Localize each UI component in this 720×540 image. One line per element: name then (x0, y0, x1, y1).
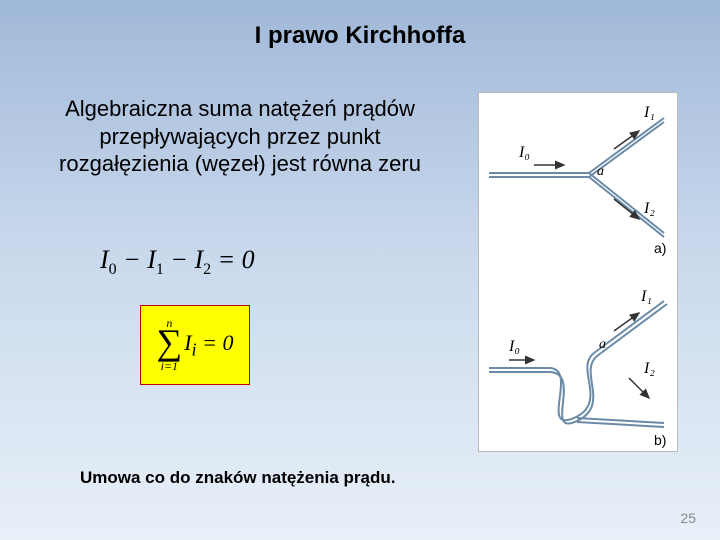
page-number: 25 (680, 510, 696, 526)
panel-b-I0-label: I₀ (508, 338, 520, 355)
eq1-minus2: − (164, 245, 195, 274)
panel-a-I0-label: I₀ (518, 144, 530, 161)
sign-convention-note: Umowa co do znaków natężenia prądu. (80, 468, 396, 488)
panel-a-node-label: a (597, 164, 604, 179)
eq1-minus1: − (117, 245, 148, 274)
law-description: Algebraiczna suma natężeń prądów przepły… (55, 95, 425, 178)
panel-b-I2-label: I₂ (643, 360, 655, 377)
slide-title: I prawo Kirchhoffa (0, 0, 720, 50)
eq2-rhs: = 0 (197, 330, 234, 355)
eq1-I1-sub: 1 (156, 261, 164, 278)
eq1-I0-var: I (100, 245, 109, 274)
diagram-svg: I₀ I₁ I₂ a a) I₀ I₁ I₂ a (479, 93, 679, 453)
equation-kirchhoff-expanded: I0 − I1 − I2 = 0 (100, 245, 255, 279)
panel-b-I1-label: I₁ (640, 288, 652, 305)
sigma-upper: n (166, 316, 172, 331)
eq1-I0-sub: 0 (109, 261, 117, 278)
eq1-I2-var: I (194, 245, 203, 274)
panel-b-caption: b) (654, 432, 666, 448)
panel-b: I₀ I₁ I₂ a b) (489, 288, 667, 448)
panel-a: I₀ I₁ I₂ a a) (489, 104, 666, 256)
sigma-wrap: n ∑ i=1 (157, 330, 183, 360)
panel-a-caption: a) (654, 240, 666, 256)
sigma-lower: i=1 (161, 359, 178, 374)
eq1-I1-var: I (147, 245, 156, 274)
eq1-I2-sub: 2 (203, 261, 211, 278)
equation-kirchhoff-sum-box: n ∑ i=1 Ii = 0 (140, 305, 250, 385)
eq2-I: I (184, 330, 191, 355)
eq1-rhs: = 0 (211, 245, 255, 274)
panel-a-I1-label: I₁ (643, 104, 655, 121)
panel-a-I2-label: I₂ (643, 200, 655, 217)
equation-kirchhoff-sum: n ∑ i=1 Ii = 0 (157, 330, 234, 360)
circuit-node-diagram: I₀ I₁ I₂ a a) I₀ I₁ I₂ a (478, 92, 678, 452)
panel-b-node-label: a (599, 337, 606, 352)
